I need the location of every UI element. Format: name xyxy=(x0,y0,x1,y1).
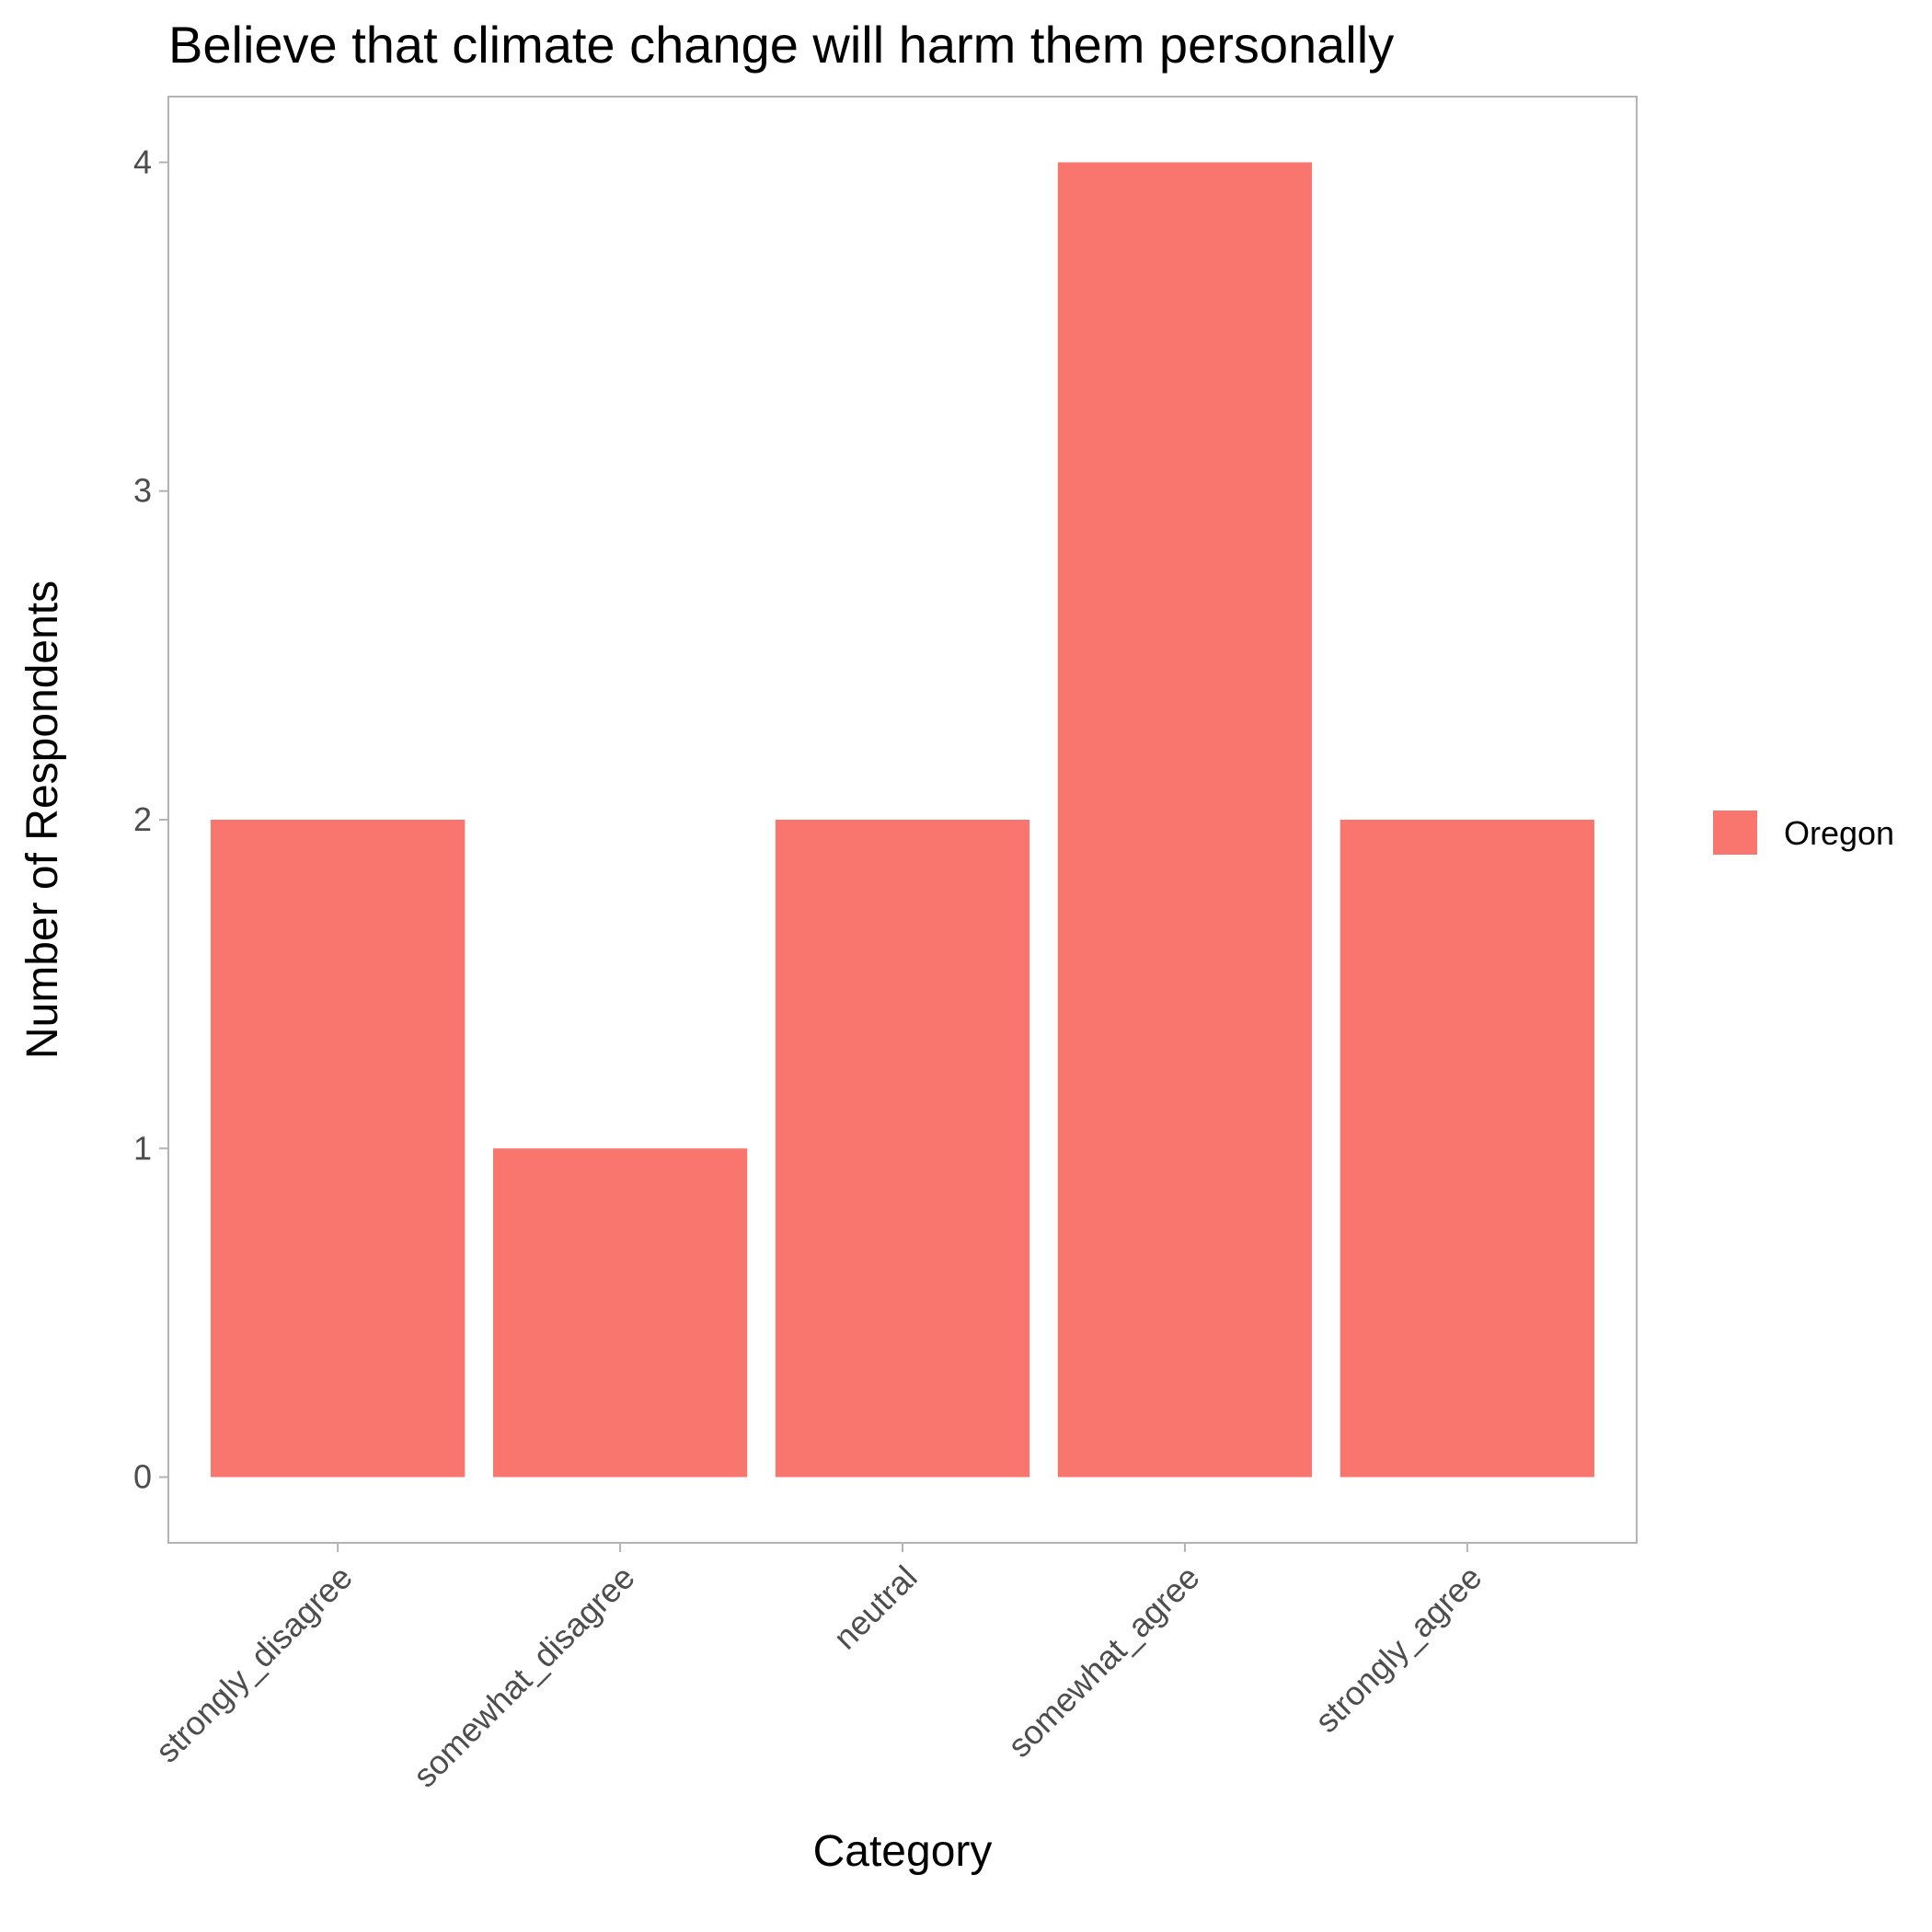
x-axis-title: Category xyxy=(813,1827,993,1876)
bar-somewhat-agree xyxy=(1057,162,1313,1478)
y-tick-label: 1 xyxy=(133,1129,152,1167)
bar-strongly-disagree xyxy=(211,820,466,1478)
chart-title: Believe that climate change will harm th… xyxy=(168,16,1394,74)
bars-group xyxy=(211,162,1594,1478)
x-tick-label-somewhat-disagree: somewhat_disagree xyxy=(406,1558,642,1795)
x-tick-label-somewhat-agree: somewhat_agree xyxy=(1000,1558,1206,1765)
y-tick-label: 0 xyxy=(133,1458,152,1496)
x-tick-label-neutral: neutral xyxy=(826,1558,925,1657)
legend: Oregon xyxy=(1713,811,1894,855)
y-axis-title: Number of Respondents xyxy=(18,581,67,1059)
bar-neutral xyxy=(775,820,1030,1478)
x-tick-label-strongly-agree: strongly_agree xyxy=(1307,1558,1489,1740)
x-axis: strongly_disagree somewhat_disagree neutra… xyxy=(148,1543,1489,1794)
x-tick-label-strongly-disagree: strongly_disagree xyxy=(148,1558,360,1770)
legend-key-oregon xyxy=(1713,811,1757,855)
legend-label-oregon: Oregon xyxy=(1784,814,1894,852)
y-tick-label: 2 xyxy=(133,800,152,838)
bar-strongly-agree xyxy=(1340,820,1594,1478)
y-tick-label: 4 xyxy=(133,143,152,180)
bar-somewhat-disagree xyxy=(492,1148,748,1478)
y-axis: 0 1 2 3 4 xyxy=(133,143,168,1496)
y-tick-label: 3 xyxy=(133,472,152,510)
